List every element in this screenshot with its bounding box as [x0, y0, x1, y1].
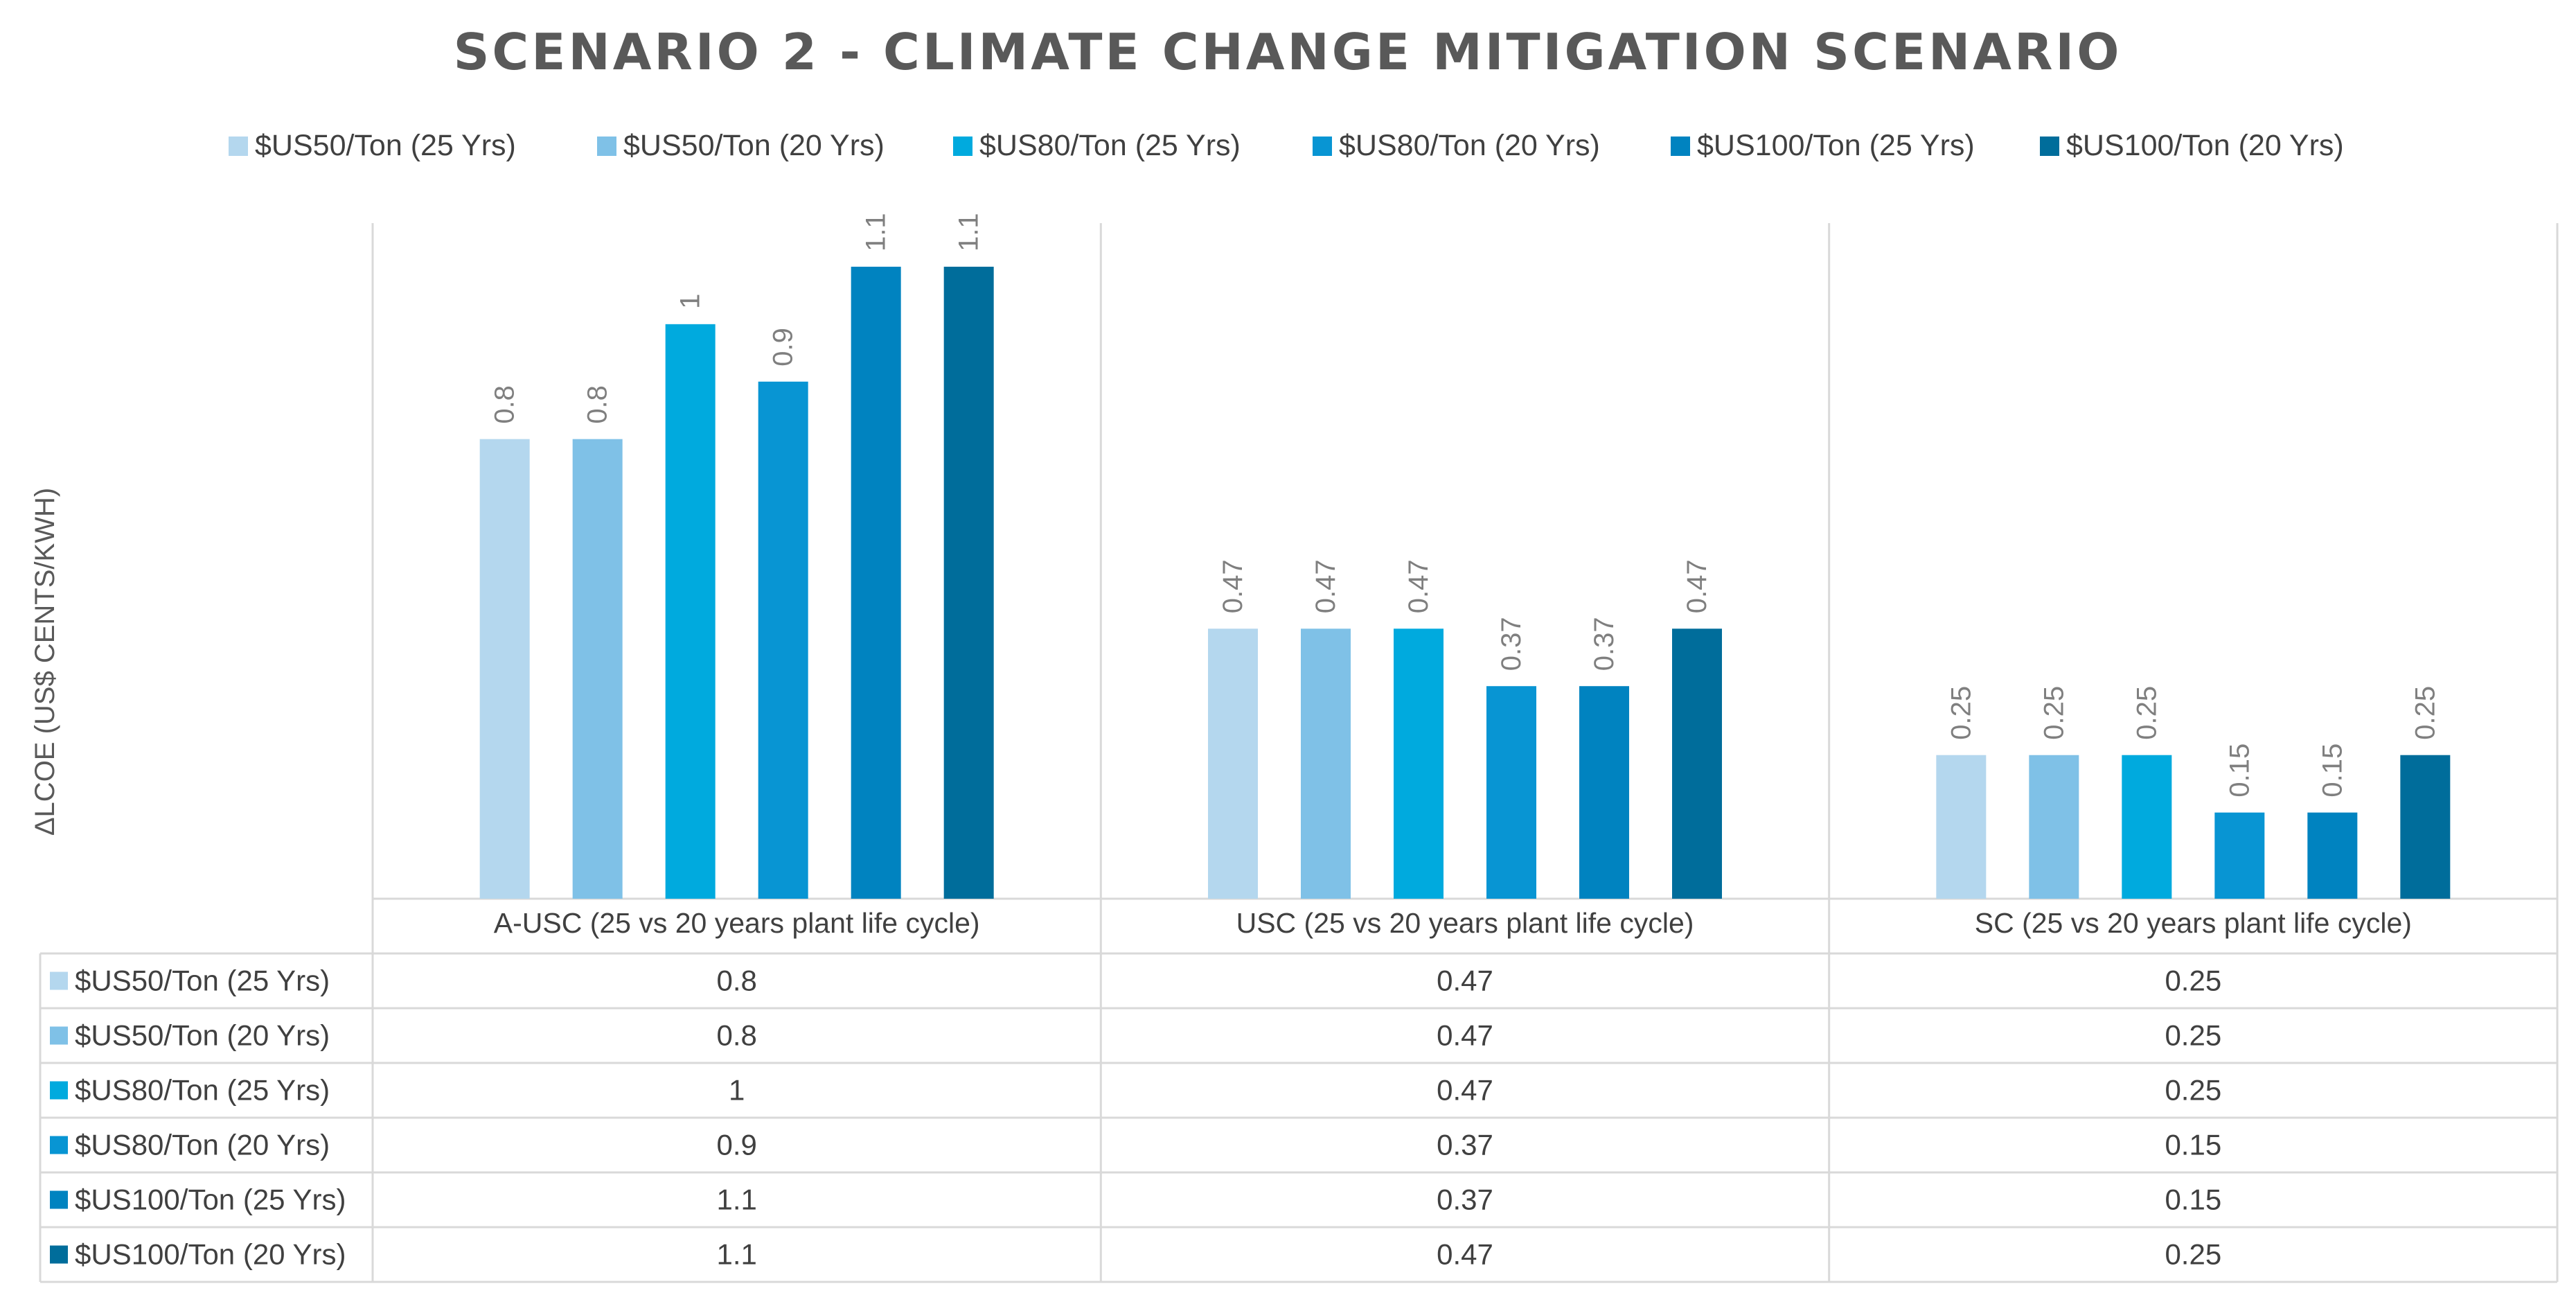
- table-cell: 0.15: [2165, 1129, 2221, 1161]
- data-label: 0.47: [1218, 559, 1248, 613]
- data-label: 0.37: [1496, 617, 1527, 671]
- legend-swatch: [229, 137, 248, 156]
- table-legend-swatch: [50, 1026, 68, 1045]
- table-row: $US100/Ton (25 Yrs) 1.1 0.37 0.15: [50, 1184, 2221, 1216]
- data-label: 0.8: [583, 385, 613, 424]
- legend-item: $US80/Ton (25 Yrs): [953, 129, 1241, 162]
- bar: [1301, 628, 1351, 899]
- category-label: USC (25 vs 20 years plant life cycle): [1236, 907, 1694, 939]
- bar: [2307, 812, 2358, 899]
- table-row-label: $US100/Ton (20 Yrs): [75, 1238, 346, 1271]
- legend: $US50/Ton (25 Yrs) $US50/Ton (20 Yrs) $US8…: [229, 129, 2344, 162]
- bar: [1936, 755, 1987, 899]
- bar: [2029, 755, 2079, 899]
- table-cell: 0.8: [716, 1019, 756, 1052]
- data-label: 0.8: [490, 385, 520, 424]
- data-label: 0.25: [2131, 686, 2162, 740]
- data-label: 0.25: [1946, 686, 1976, 740]
- data-label: 0.47: [1403, 559, 1434, 613]
- table-cell: 0.47: [1437, 1019, 1493, 1052]
- table-cell: 0.25: [2165, 1074, 2221, 1107]
- table-row-label: $US50/Ton (20 Yrs): [75, 1019, 330, 1052]
- legend-swatch: [1671, 137, 1690, 156]
- legend-item: $US100/Ton (20 Yrs): [2040, 129, 2344, 162]
- bar: [943, 266, 994, 899]
- bar: [665, 324, 716, 899]
- legend-label: $US100/Ton (20 Yrs): [2066, 129, 2344, 162]
- bar: [1486, 686, 1536, 899]
- legend-item: $US50/Ton (25 Yrs): [229, 129, 516, 162]
- legend-label: $US50/Ton (20 Yrs): [623, 129, 885, 162]
- table-cell: 0.9: [716, 1129, 756, 1161]
- table-legend-swatch: [50, 971, 68, 990]
- data-label: 0.25: [2038, 686, 2069, 740]
- table-row: $US80/Ton (20 Yrs) 0.9 0.37 0.15: [50, 1129, 2221, 1161]
- table-cell: 0.47: [1437, 1074, 1493, 1107]
- bar: [1672, 628, 1722, 899]
- chart-title: SCENARIO 2 - CLIMATE CHANGE MITIGATION S…: [454, 23, 2122, 81]
- table-cell: 0.15: [2165, 1184, 2221, 1216]
- legend-label: $US80/Ton (20 Yrs): [1339, 129, 1600, 162]
- table-row-label: $US50/Ton (25 Yrs): [75, 965, 330, 997]
- bar: [1208, 628, 1258, 899]
- legend-label: $US50/Ton (25 Yrs): [255, 129, 516, 162]
- legend-item: $US80/Ton (20 Yrs): [1313, 129, 1600, 162]
- legend-swatch: [597, 137, 616, 156]
- data-label: 0.9: [768, 328, 799, 367]
- data-label: 0.15: [2317, 744, 2347, 798]
- table-legend-swatch: [50, 1245, 68, 1264]
- bar: [2122, 755, 2172, 899]
- table-legend-swatch: [50, 1136, 68, 1154]
- legend-swatch: [953, 137, 972, 156]
- bar: [2214, 812, 2265, 899]
- category-label: SC (25 vs 20 years plant life cycle): [1975, 907, 2412, 939]
- data-label: 1.1: [954, 213, 984, 252]
- table-cell: 0.47: [1437, 1238, 1493, 1271]
- y-axis-label: ΔLCOE (US$ CENTS/KWH): [30, 488, 60, 836]
- table-row-label: $US100/Ton (25 Yrs): [75, 1184, 346, 1216]
- legend-swatch: [1313, 137, 1332, 156]
- table-cell: 0.47: [1437, 965, 1493, 997]
- bar: [1579, 686, 1629, 899]
- legend-item: $US100/Ton (25 Yrs): [1671, 129, 1975, 162]
- table-row: $US50/Ton (25 Yrs) 0.8 0.47 0.25: [50, 965, 2221, 997]
- bar: [572, 439, 623, 899]
- table-legend-swatch: [50, 1190, 68, 1209]
- data-label: 1.1: [861, 213, 891, 252]
- data-label: 0.15: [2224, 744, 2255, 798]
- table-cell: 0.37: [1437, 1129, 1493, 1161]
- table-cell: 0.37: [1437, 1184, 1493, 1216]
- table-cell: 0.25: [2165, 1238, 2221, 1271]
- data-label: 0.25: [2410, 686, 2440, 740]
- bar: [479, 439, 530, 899]
- data-label: 1: [675, 294, 706, 309]
- bar: [1394, 628, 1444, 899]
- legend-swatch: [2040, 137, 2059, 156]
- table-row-label: $US80/Ton (25 Yrs): [75, 1074, 330, 1107]
- legend-label: $US100/Ton (25 Yrs): [1697, 129, 1975, 162]
- data-table: A-USC (25 vs 20 years plant life cycle) U…: [39, 899, 2559, 1283]
- legend-label: $US80/Ton (25 Yrs): [979, 129, 1241, 162]
- bar: [758, 381, 808, 899]
- table-cell: 1: [729, 1074, 745, 1107]
- table-cell: 0.25: [2165, 1019, 2221, 1052]
- table-legend-swatch: [50, 1081, 68, 1100]
- table-row: $US50/Ton (20 Yrs) 0.8 0.47 0.25: [50, 1019, 2221, 1052]
- table-row: $US100/Ton (20 Yrs) 1.1 0.47 0.25: [50, 1238, 2221, 1271]
- table-row-label: $US80/Ton (20 Yrs): [75, 1129, 330, 1161]
- category-label: A-USC (25 vs 20 years plant life cycle): [494, 907, 980, 939]
- plot-area: 0.8 0.8 1 0.9 1.1 1.1 0.47 0.47 0.47 0.37 0.37 0.47…: [371, 213, 2559, 900]
- table-cell: 0.8: [716, 965, 756, 997]
- table-row: $US80/Ton (25 Yrs) 1 0.47 0.25: [50, 1074, 2221, 1107]
- bar: [851, 266, 901, 899]
- bar: [2400, 755, 2451, 899]
- data-label: 0.47: [1311, 559, 1341, 613]
- table-cell: 0.25: [2165, 965, 2221, 997]
- legend-item: $US50/Ton (20 Yrs): [597, 129, 885, 162]
- table-cell: 1.1: [716, 1184, 756, 1216]
- table-cell: 1.1: [716, 1238, 756, 1271]
- data-label: 0.37: [1589, 617, 1619, 671]
- data-label: 0.47: [1682, 559, 1712, 613]
